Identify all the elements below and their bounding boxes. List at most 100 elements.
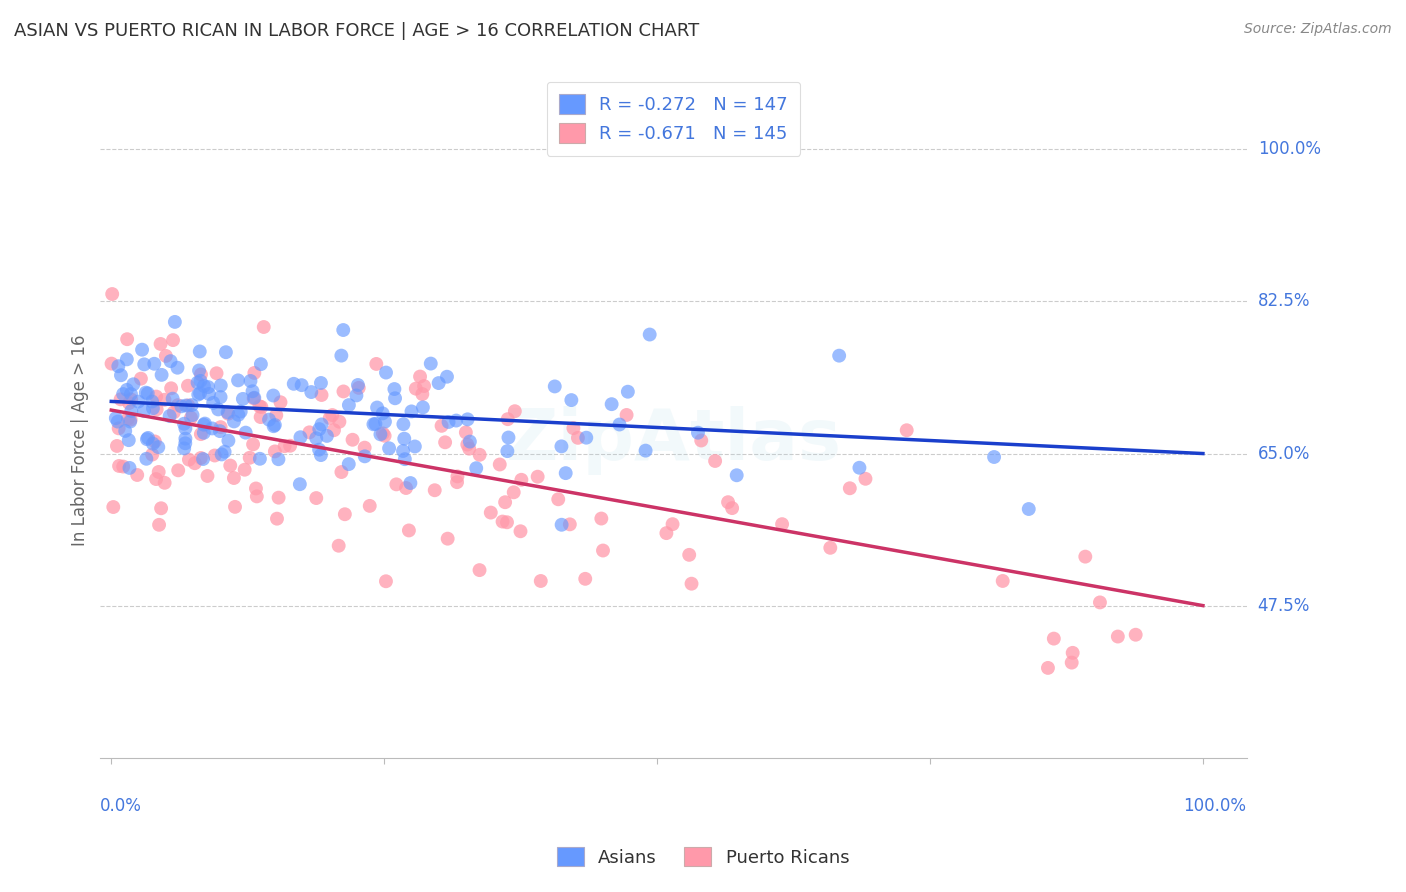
Point [235,425,257,440]
Point [174,432,197,446]
Point [496,516,519,530]
Point [153,392,176,407]
Point [371,426,394,441]
Point [245,482,267,496]
Point [1125,628,1147,642]
Point [509,524,531,539]
Point [174,421,197,435]
Point [150,368,173,382]
Point [115,383,138,397]
Point [616,408,638,422]
Point [494,495,516,509]
Point [110,368,132,383]
Point [468,448,491,462]
Point [197,469,219,483]
Point [190,368,212,382]
Point [678,548,700,562]
Point [395,481,418,495]
Point [202,396,225,410]
Point [264,444,287,458]
Point [820,541,842,555]
Point [366,357,388,371]
Point [249,399,271,413]
Point [436,369,458,384]
Point [136,386,159,401]
Point [399,476,422,491]
Point [353,441,375,455]
Point [190,450,212,465]
Point [120,404,142,418]
Point [159,409,181,423]
Point [721,501,744,516]
Point [1107,630,1129,644]
Point [239,450,262,465]
Point [617,384,640,399]
Point [558,517,581,532]
Point [132,404,155,418]
Point [413,379,436,393]
Point [491,515,513,529]
Point [896,423,918,437]
Point [214,444,236,458]
Point [219,458,242,473]
Point [457,412,479,426]
Point [198,387,221,401]
Point [127,468,149,483]
Point [145,390,167,404]
Point [591,511,613,525]
Point [290,430,312,444]
Point [233,463,256,477]
Point [110,392,132,407]
Point [419,357,441,371]
Text: 47.5%: 47.5% [1258,597,1310,615]
Point [458,442,481,456]
Point [107,415,129,429]
Point [526,469,548,483]
Point [364,417,387,431]
Point [246,489,269,503]
Point [107,359,129,374]
Point [177,452,200,467]
Point [253,320,276,334]
Point [120,415,142,429]
Point [375,366,398,380]
Point [129,371,152,385]
Point [337,398,360,412]
Point [567,431,589,445]
Point [193,425,215,440]
Point [148,465,170,479]
Point [446,469,468,483]
Point [983,450,1005,464]
Point [226,373,249,387]
Point [134,357,156,371]
Text: 100.0%: 100.0% [1258,140,1320,159]
Point [328,415,350,429]
Point [180,398,202,412]
Point [634,443,657,458]
Point [374,429,396,443]
Point [1043,632,1066,646]
Point [409,369,432,384]
Point [359,499,381,513]
Point [498,430,520,444]
Point [207,402,229,417]
Point [1060,656,1083,670]
Point [444,413,467,427]
Point [384,382,406,396]
Point [208,424,231,438]
Point [1018,502,1040,516]
Point [401,404,423,418]
Point [468,563,491,577]
Point [267,491,290,505]
Point [197,380,219,394]
Point [366,401,388,415]
Point [148,517,170,532]
Point [242,392,264,406]
Point [704,454,727,468]
Text: Source: ZipAtlas.com: Source: ZipAtlas.com [1244,22,1392,37]
Point [180,410,202,425]
Point [243,391,266,405]
Point [609,417,631,432]
Point [770,517,793,532]
Point [347,378,370,392]
